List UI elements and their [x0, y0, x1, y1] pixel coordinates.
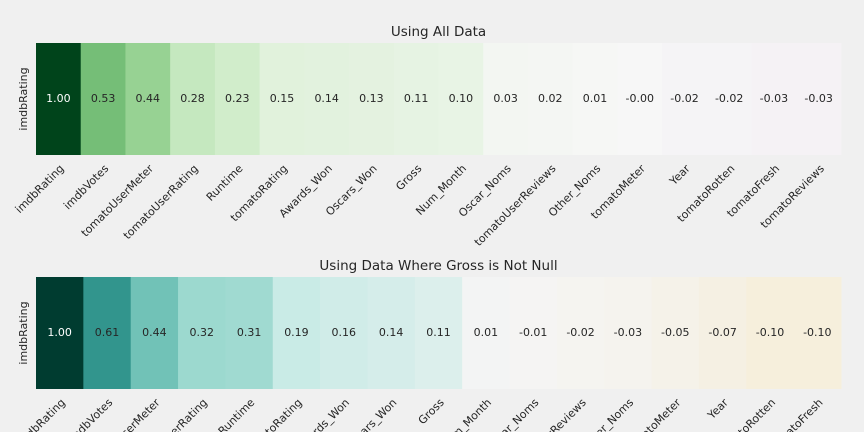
- cell-value-label: -0.01: [519, 326, 547, 339]
- heatmap-cell: [751, 43, 797, 155]
- cell-value-label: 0.03: [493, 92, 518, 105]
- heatmap-cell: [170, 43, 216, 155]
- heatmap-cell: [178, 277, 226, 389]
- cell-value-label: 0.61: [95, 326, 120, 339]
- heatmap-cell: [80, 43, 126, 155]
- cell-value-label: -0.03: [804, 92, 832, 105]
- cell-value-label: 0.19: [284, 326, 309, 339]
- cell-value-label: 0.44: [136, 92, 161, 105]
- heatmap-cell: [393, 43, 439, 155]
- x-tick-label: Runtime: [216, 396, 258, 432]
- row-label: imdbRating: [17, 301, 30, 364]
- cell-value-label: 0.01: [583, 92, 608, 105]
- cell-value-label: 0.16: [332, 326, 357, 339]
- cell-value-label: 0.44: [142, 326, 167, 339]
- cell-value-label: 0.23: [225, 92, 250, 105]
- heatmap-cell: [36, 43, 82, 155]
- cell-value-label: 0.53: [91, 92, 116, 105]
- heatmap-cell: [414, 277, 463, 389]
- x-tick-label: Runtime: [204, 162, 246, 204]
- x-tick-label: imdbRating: [13, 162, 67, 216]
- heatmap-cell: [796, 43, 842, 155]
- heatmap-cell: [651, 277, 700, 389]
- cell-value-label: -0.10: [756, 326, 784, 339]
- subplot-title: Using Data Where Gross is Not Null: [319, 258, 557, 274]
- cell-value-label: 0.14: [314, 92, 339, 105]
- heatmap-cell: [556, 277, 605, 389]
- heatmap-cell: [130, 277, 179, 389]
- x-tick-label: Gross: [393, 162, 424, 193]
- heatmap-cell: [662, 43, 708, 155]
- cell-value-label: 1.00: [46, 92, 71, 105]
- heatmap-cell: [259, 43, 305, 155]
- cell-value-label: -0.05: [661, 326, 689, 339]
- heatmap-cell: [349, 43, 395, 155]
- x-tick-label: Other_Noms: [579, 396, 637, 432]
- x-tick-label: Gross: [416, 396, 447, 427]
- x-tick-label: Awards_Won: [294, 396, 352, 432]
- heatmap-cell: [527, 43, 574, 155]
- heatmap-cell: [617, 43, 663, 155]
- cell-value-label: 0.28: [180, 92, 205, 105]
- cell-value-label: -0.02: [715, 92, 743, 105]
- heatmap-cell: [698, 277, 747, 389]
- cell-value-label: -0.02: [670, 92, 698, 105]
- x-tick-label: Year: [704, 396, 731, 423]
- x-tick-label: Year: [666, 162, 693, 189]
- cell-value-label: -0.03: [614, 326, 642, 339]
- heatmap-cell: [83, 277, 132, 389]
- heatmap-cell: [706, 43, 753, 155]
- cell-value-label: 1.00: [47, 326, 72, 339]
- heatmap-cell: [604, 277, 653, 389]
- heatmap-cell: [225, 277, 274, 389]
- x-tick-label: Num_Month: [438, 396, 494, 432]
- heatmap-cell: [272, 277, 321, 389]
- cell-value-label: 0.01: [474, 326, 499, 339]
- cell-value-label: -0.10: [803, 326, 831, 339]
- x-tick-label: tomatoUserReviews: [472, 162, 559, 249]
- x-tick-label: Oscars_Won: [343, 396, 399, 432]
- x-tick-label: tomatoFresh: [768, 396, 826, 432]
- cell-value-label: 0.15: [270, 92, 295, 105]
- heatmap-cell: [320, 277, 368, 389]
- cell-value-label: 0.11: [426, 326, 451, 339]
- cell-value-label: 0.10: [449, 92, 474, 105]
- subplot-title: Using All Data: [391, 24, 486, 40]
- cell-value-label: 0.14: [379, 326, 404, 339]
- cell-value-label: -0.02: [566, 326, 594, 339]
- heatmap-cell: [509, 277, 558, 389]
- heatmap-cell: [125, 43, 171, 155]
- cell-value-label: 0.31: [237, 326, 262, 339]
- cell-value-label: -0.03: [760, 92, 788, 105]
- row-label: imdbRating: [17, 67, 30, 130]
- cell-value-label: 0.32: [189, 326, 214, 339]
- heatmap-cell: [304, 43, 350, 155]
- cell-value-label: 0.02: [538, 92, 563, 105]
- heatmap-cell: [438, 43, 484, 155]
- heatmap-cell: [214, 43, 261, 155]
- heatmap-cell: [367, 277, 416, 389]
- heatmap-cell: [462, 277, 511, 389]
- cell-value-label: 0.11: [404, 92, 429, 105]
- cell-value-label: -0.07: [708, 326, 736, 339]
- heatmap-cell: [483, 43, 529, 155]
- x-tick-label: imdbVotes: [65, 396, 115, 432]
- heatmap-cell: [572, 43, 618, 155]
- heatmap-cell: [36, 277, 84, 389]
- heatmap-cell: [746, 277, 795, 389]
- cell-value-label: -0.00: [626, 92, 654, 105]
- cell-value-label: 0.13: [359, 92, 384, 105]
- heatmap-cell: [793, 277, 842, 389]
- x-tick-label: Oscar_Noms: [484, 396, 542, 432]
- x-tick-label: imdbRating: [14, 396, 68, 432]
- x-tick-label: tomatoMeter: [624, 396, 684, 432]
- x-tick-label: tomatoUserRating: [121, 162, 201, 242]
